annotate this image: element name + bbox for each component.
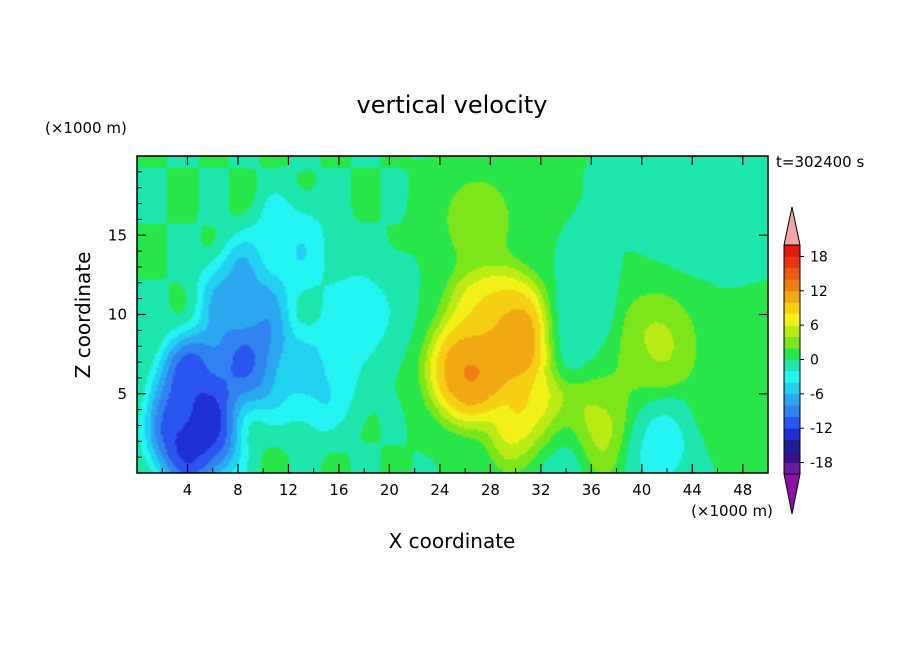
x-tick-label: 40 <box>632 481 651 499</box>
x-tick-label: 24 <box>430 481 449 499</box>
colorbar-over-triangle <box>784 207 800 245</box>
colorbar-segment <box>784 268 800 280</box>
y-tick-label: 15 <box>108 226 127 244</box>
x-tick-label: 32 <box>531 481 550 499</box>
colorbar-tick-label: 0 <box>810 353 819 369</box>
x-tick-label: 12 <box>279 481 298 499</box>
colorbar-segment <box>784 302 800 314</box>
y-tick-label: 5 <box>117 385 127 403</box>
colorbar-segment <box>784 440 800 452</box>
x-tick-label: 4 <box>183 481 193 499</box>
contour-field <box>137 156 768 473</box>
x-tick-label: 48 <box>733 481 752 499</box>
colorbar-tick-label: -18 <box>810 456 833 472</box>
colorbar-tick-label: 18 <box>810 249 828 265</box>
colorbar-segment <box>784 371 800 383</box>
y-axis-label: Z coordinate <box>71 252 95 379</box>
colorbar-segment <box>784 348 800 360</box>
colorbar-segment <box>784 463 800 475</box>
time-label: t=302400 s <box>776 153 864 171</box>
colorbar-segment <box>784 451 800 463</box>
colorbar-segment <box>784 291 800 303</box>
x-tick-label: 44 <box>683 481 702 499</box>
colorbar-segment <box>784 428 800 440</box>
colorbar-segment <box>784 405 800 417</box>
colorbar-under-triangle <box>784 474 800 514</box>
x-tick-label: 20 <box>380 481 399 499</box>
colorbar-segment <box>784 256 800 268</box>
colorbar-tick-label: 6 <box>810 318 819 334</box>
colorbar-segment <box>784 314 800 326</box>
x-tick-label: 36 <box>582 481 601 499</box>
x-tick-label: 28 <box>481 481 500 499</box>
x-axis-label: X coordinate <box>389 529 516 553</box>
colorbar-tick-label: -12 <box>810 421 833 437</box>
colorbar-segment <box>784 279 800 291</box>
colorbar-segment <box>784 394 800 406</box>
contour-image <box>137 156 768 473</box>
y-tick-label: 10 <box>108 306 127 324</box>
colorbar-segment <box>784 245 800 257</box>
colorbar-segment <box>784 382 800 394</box>
x-tick-label: 16 <box>329 481 348 499</box>
colorbar-segment <box>784 360 800 372</box>
colorbar-segment <box>784 417 800 429</box>
x-unit-label: (×1000 m) <box>691 502 773 520</box>
colorbar-segment <box>784 337 800 349</box>
x-tick-label: 8 <box>233 481 243 499</box>
colorbar: 18 12 6 0 -6 -12 -18 <box>784 207 833 514</box>
colorbar-tick-label: 12 <box>810 284 828 300</box>
colorbar-tick-label: -6 <box>810 387 824 403</box>
y-unit-label: (×1000 m) <box>45 119 127 137</box>
colorbar-segment <box>784 325 800 337</box>
chart-title: vertical velocity <box>357 91 548 119</box>
